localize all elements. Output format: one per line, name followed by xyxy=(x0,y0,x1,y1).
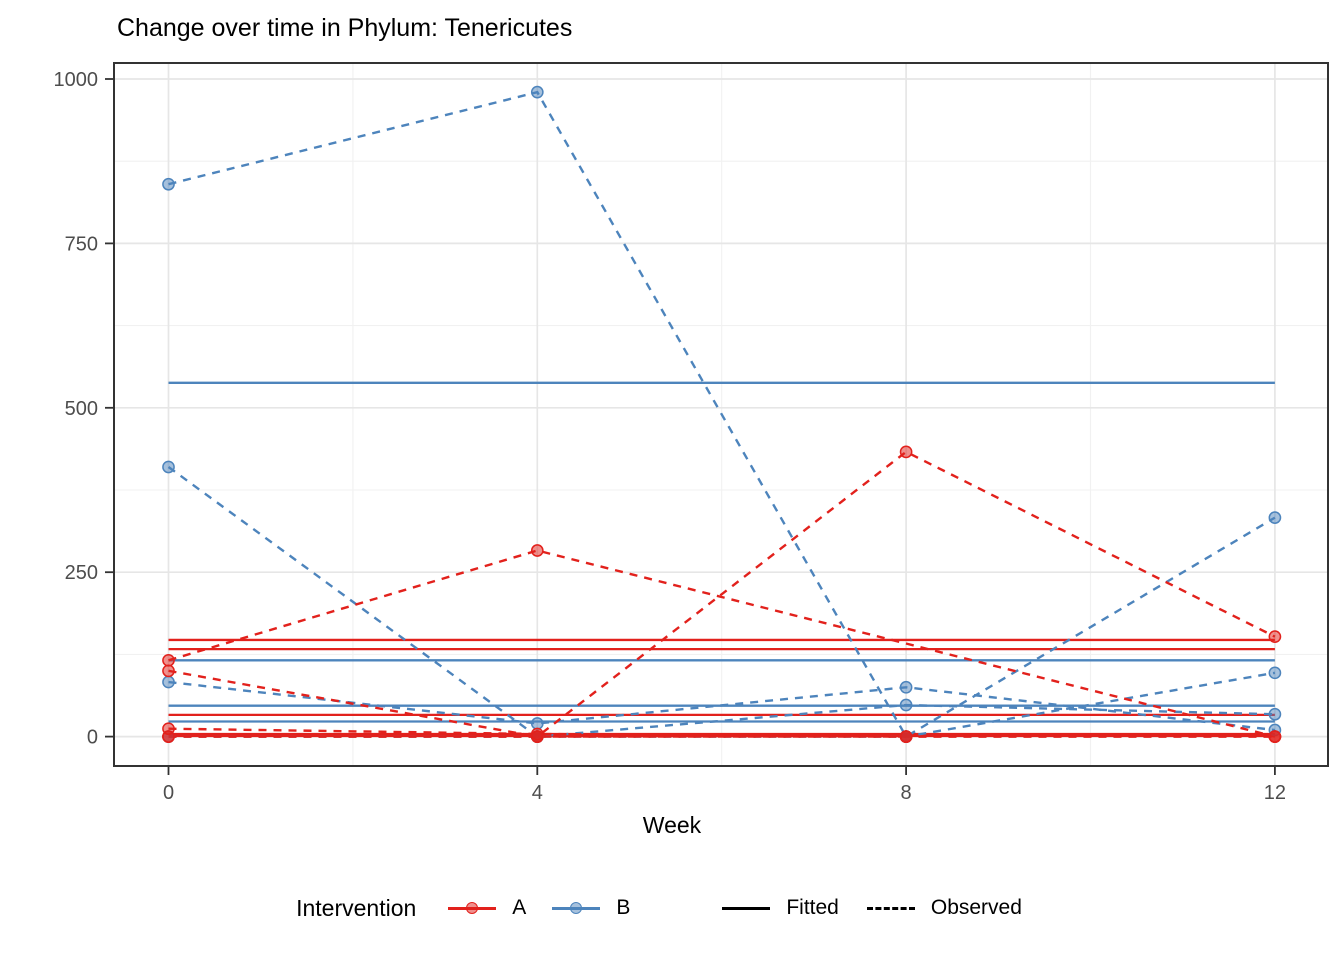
legend-key-fitted xyxy=(722,901,771,915)
legend-key-b xyxy=(552,901,601,915)
observed-point-B1-w12 xyxy=(1268,511,1282,524)
observed-line-B1 xyxy=(168,90,1276,739)
legend-item-a: A xyxy=(448,896,526,920)
observed-point-A5-w4 xyxy=(530,730,544,743)
y-tick-label: 500 xyxy=(65,398,98,420)
observed-point-B1-w4 xyxy=(530,85,544,99)
legend-item-fitted: Fitted xyxy=(722,896,839,920)
legend-point-a-icon xyxy=(466,902,479,914)
observed-line-A1 xyxy=(168,549,1276,738)
plot-title: Change over time in Phylum: Tenericutes xyxy=(117,14,573,42)
legend-item-observed: Observed xyxy=(866,896,1022,920)
legend-label-a: A xyxy=(512,896,527,919)
observed-point-A2-w0 xyxy=(162,664,175,678)
observed-point-B2-w8 xyxy=(899,698,913,712)
y-tick-label: 250 xyxy=(65,562,98,584)
panel-border xyxy=(113,62,1329,767)
y-tick-label: 1000 xyxy=(54,69,99,91)
observed-line-B2 xyxy=(167,466,1275,738)
observed-point-A5-w12 xyxy=(1268,730,1282,743)
observed-line-A2 xyxy=(168,669,907,738)
x-tick-label: 8 xyxy=(901,782,912,804)
observed-point-A4-w8 xyxy=(899,445,913,459)
observed-point-B3-w4 xyxy=(530,717,544,730)
x-tick-label: 12 xyxy=(1264,782,1286,804)
legend-title: Intervention xyxy=(296,894,417,921)
legend: Intervention A B Fitted Obs xyxy=(0,886,1344,930)
legend-label-observed: Observed xyxy=(930,896,1022,919)
observed-point-B1-w0 xyxy=(162,177,175,191)
x-tick-label: 0 xyxy=(163,782,174,804)
y-tick-label: 0 xyxy=(87,727,98,749)
x-axis-title: Week xyxy=(642,812,702,838)
x-tick-label: 4 xyxy=(532,782,543,804)
observed-point-B2-w12 xyxy=(1268,707,1282,721)
legend-label-fitted: Fitted xyxy=(786,896,839,919)
legend-label-b: B xyxy=(616,896,631,919)
observed-point-B3-w0 xyxy=(162,675,175,689)
observed-point-A5-w0 xyxy=(162,730,175,743)
observed-point-A4-w12 xyxy=(1268,630,1282,643)
observed-point-A1-w0 xyxy=(162,653,175,667)
legend-key-a xyxy=(448,901,497,915)
legend-dashed-line-icon xyxy=(866,907,915,910)
legend-point-b-icon xyxy=(570,902,583,914)
observed-point-B4-w12 xyxy=(1268,666,1282,680)
observed-point-A5-w8 xyxy=(899,730,913,743)
legend-item-b: B xyxy=(552,896,630,920)
y-tick-label: 750 xyxy=(65,233,98,255)
legend-key-observed xyxy=(866,901,915,915)
observed-point-B2-w0 xyxy=(162,460,175,474)
observed-point-A1-w4 xyxy=(530,544,544,557)
observed-point-B3-w8 xyxy=(899,680,913,694)
legend-solid-line-icon xyxy=(722,907,771,910)
